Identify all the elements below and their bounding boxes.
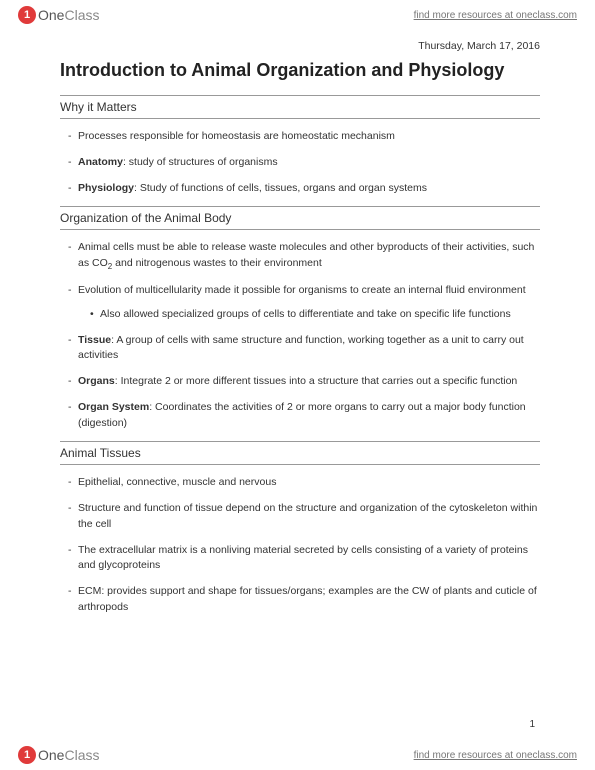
section-org-list: Animal cells must be able to release was…	[60, 240, 540, 431]
header-bar: 1 OneClass find more resources at onecla…	[0, 0, 595, 30]
header-resource-link[interactable]: find more resources at oneclass.com	[414, 10, 577, 21]
page-content: Thursday, March 17, 2016 Introduction to…	[0, 30, 595, 616]
list-item: Physiology: Study of functions of cells,…	[68, 181, 540, 197]
list-item: Organ System: Coordinates the activities…	[68, 400, 540, 432]
section-title-org: Organization of the Animal Body	[60, 206, 540, 230]
list-item: Structure and function of tissue depend …	[68, 501, 540, 533]
list-item: Processes responsible for homeostasis ar…	[68, 129, 540, 145]
term-tissue-def: : A group of cells with same structure a…	[78, 334, 524, 362]
list-item: ECM: provides support and shape for tiss…	[68, 584, 540, 616]
list-item: Organs: Integrate 2 or more different ti…	[68, 374, 540, 390]
sub-list: Also allowed specialized groups of cells…	[78, 307, 540, 323]
section-tissues-list: Epithelial, connective, muscle and nervo…	[60, 475, 540, 615]
term-organs: Organs	[78, 375, 115, 387]
text-fragment: and nitrogenous wastes to their environm…	[112, 257, 322, 269]
logo-icon: 1	[18, 6, 36, 24]
term-organs-def: : Integrate 2 or more different tissues …	[115, 375, 518, 387]
page-title: Introduction to Animal Organization and …	[60, 60, 540, 81]
list-item: Tissue: A group of cells with same struc…	[68, 333, 540, 365]
term-physiology-def: : Study of functions of cells, tissues, …	[134, 182, 427, 194]
logo-icon: 1	[18, 746, 36, 764]
list-item: Anatomy: study of structures of organism…	[68, 155, 540, 171]
logo: 1 OneClass	[18, 6, 99, 24]
logo-one: One	[38, 747, 64, 763]
list-item: Also allowed specialized groups of cells…	[90, 307, 540, 323]
section-title-tissues: Animal Tissues	[60, 441, 540, 465]
logo-one: One	[38, 7, 64, 23]
page-number: 1	[529, 719, 535, 730]
document-date: Thursday, March 17, 2016	[60, 40, 540, 52]
footer-bar: 1 OneClass find more resources at onecla…	[0, 740, 595, 770]
list-item: The extracellular matrix is a nonliving …	[68, 543, 540, 575]
logo-class: Class	[64, 7, 99, 23]
list-item: Epithelial, connective, muscle and nervo…	[68, 475, 540, 491]
section-title-why: Why it Matters	[60, 95, 540, 119]
list-item: Animal cells must be able to release was…	[68, 240, 540, 273]
list-item: Evolution of multicellularity made it po…	[68, 283, 540, 323]
logo-text: OneClass	[38, 7, 99, 23]
logo-text: OneClass	[38, 747, 99, 763]
footer-logo: 1 OneClass	[18, 746, 99, 764]
section-why-list: Processes responsible for homeostasis ar…	[60, 129, 540, 196]
term-anatomy: Anatomy	[78, 156, 123, 168]
term-physiology: Physiology	[78, 182, 134, 194]
text-fragment: Evolution of multicellularity made it po…	[78, 284, 526, 296]
term-organ-system: Organ System	[78, 401, 149, 413]
footer-resource-link[interactable]: find more resources at oneclass.com	[414, 750, 577, 761]
term-tissue: Tissue	[78, 334, 111, 346]
term-anatomy-def: : study of structures of organisms	[123, 156, 278, 168]
logo-class: Class	[64, 747, 99, 763]
